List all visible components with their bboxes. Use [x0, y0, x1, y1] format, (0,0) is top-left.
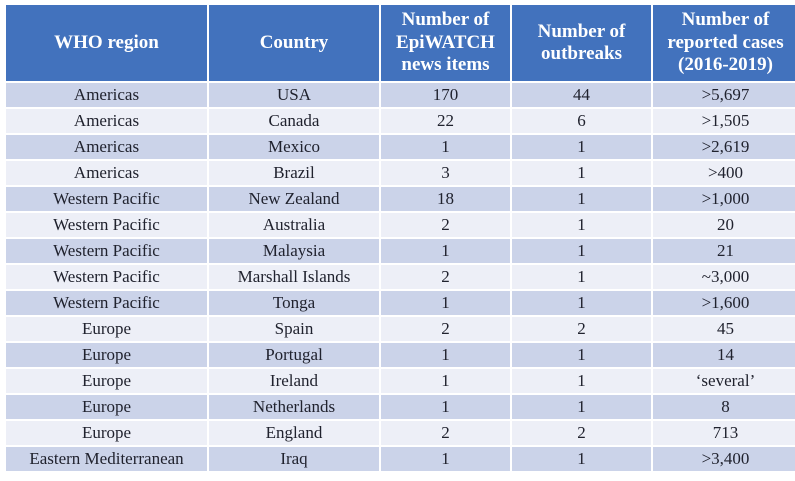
cell-outbreaks: 2	[512, 421, 651, 445]
cell-who-region: Europe	[6, 343, 207, 367]
cell-outbreaks: 1	[512, 343, 651, 367]
cell-outbreaks: 1	[512, 291, 651, 315]
cell-who-region: Western Pacific	[6, 187, 207, 211]
cell-who-region: Europe	[6, 369, 207, 393]
cell-news-items: 2	[381, 421, 510, 445]
cell-country: Canada	[209, 109, 379, 133]
cell-who-region: Western Pacific	[6, 213, 207, 237]
cell-country: Spain	[209, 317, 379, 341]
table-row: Eastern Mediterranean Iraq 1 1 >3,400	[6, 447, 795, 471]
cell-reported-cases: >1,000	[653, 187, 795, 211]
header-cell-news-items: Number of EpiWATCH news items	[381, 5, 510, 81]
cell-news-items: 1	[381, 343, 510, 367]
header-cell-outbreaks: Number of outbreaks	[512, 5, 651, 81]
table-row: Americas Mexico 1 1 >2,619	[6, 135, 795, 159]
table-row: Europe Portugal 1 1 14	[6, 343, 795, 367]
cell-who-region: Western Pacific	[6, 239, 207, 263]
cell-news-items: 170	[381, 83, 510, 107]
cell-country: New Zealand	[209, 187, 379, 211]
table-row: Europe Spain 2 2 45	[6, 317, 795, 341]
cell-who-region: Europe	[6, 395, 207, 419]
cell-reported-cases: 45	[653, 317, 795, 341]
header-cell-who-region: WHO region	[6, 5, 207, 81]
cell-reported-cases: >1,600	[653, 291, 795, 315]
cell-news-items: 1	[381, 135, 510, 159]
epiwatch-outbreak-table: WHO region Country Number of EpiWATCH ne…	[4, 3, 795, 473]
table-row: Americas Brazil 3 1 >400	[6, 161, 795, 185]
cell-who-region: Americas	[6, 161, 207, 185]
cell-country: USA	[209, 83, 379, 107]
cell-who-region: Eastern Mediterranean	[6, 447, 207, 471]
cell-who-region: Europe	[6, 317, 207, 341]
table-row: Western Pacific Malaysia 1 1 21	[6, 239, 795, 263]
table-row: Western Pacific Tonga 1 1 >1,600	[6, 291, 795, 315]
header-cell-country: Country	[209, 5, 379, 81]
cell-country: Malaysia	[209, 239, 379, 263]
cell-news-items: 18	[381, 187, 510, 211]
cell-outbreaks: 1	[512, 395, 651, 419]
cell-who-region: Western Pacific	[6, 265, 207, 289]
cell-outbreaks: 1	[512, 135, 651, 159]
cell-country: Mexico	[209, 135, 379, 159]
table-row: Western Pacific Marshall Islands 2 1 ~3,…	[6, 265, 795, 289]
cell-reported-cases: ‘several’	[653, 369, 795, 393]
cell-news-items: 1	[381, 239, 510, 263]
cell-outbreaks: 1	[512, 161, 651, 185]
cell-reported-cases: >400	[653, 161, 795, 185]
cell-news-items: 22	[381, 109, 510, 133]
cell-news-items: 2	[381, 317, 510, 341]
cell-reported-cases: 20	[653, 213, 795, 237]
cell-reported-cases: 8	[653, 395, 795, 419]
cell-country: Tonga	[209, 291, 379, 315]
cell-reported-cases: >5,697	[653, 83, 795, 107]
header-row: WHO region Country Number of EpiWATCH ne…	[6, 5, 795, 81]
cell-reported-cases: >3,400	[653, 447, 795, 471]
table-row: Western Pacific New Zealand 18 1 >1,000	[6, 187, 795, 211]
table-row: Europe Ireland 1 1 ‘several’	[6, 369, 795, 393]
cell-country: Iraq	[209, 447, 379, 471]
cell-outbreaks: 1	[512, 213, 651, 237]
cell-country: England	[209, 421, 379, 445]
cell-news-items: 1	[381, 291, 510, 315]
cell-who-region: Americas	[6, 83, 207, 107]
cell-news-items: 1	[381, 447, 510, 471]
header-cell-reported-cases: Number of reported cases (2016-2019)	[653, 5, 795, 81]
cell-news-items: 2	[381, 265, 510, 289]
cell-reported-cases: 21	[653, 239, 795, 263]
cell-reported-cases: >2,619	[653, 135, 795, 159]
cell-outbreaks: 1	[512, 239, 651, 263]
table-row: Europe Netherlands 1 1 8	[6, 395, 795, 419]
cell-reported-cases: 14	[653, 343, 795, 367]
cell-country: Marshall Islands	[209, 265, 379, 289]
cell-outbreaks: 1	[512, 265, 651, 289]
cell-news-items: 1	[381, 395, 510, 419]
cell-news-items: 1	[381, 369, 510, 393]
cell-who-region: Americas	[6, 109, 207, 133]
cell-outbreaks: 1	[512, 369, 651, 393]
cell-reported-cases: >1,505	[653, 109, 795, 133]
cell-country: Netherlands	[209, 395, 379, 419]
cell-outbreaks: 6	[512, 109, 651, 133]
cell-country: Portugal	[209, 343, 379, 367]
cell-news-items: 3	[381, 161, 510, 185]
cell-outbreaks: 44	[512, 83, 651, 107]
cell-outbreaks: 1	[512, 187, 651, 211]
table-row: Americas Canada 22 6 >1,505	[6, 109, 795, 133]
cell-country: Australia	[209, 213, 379, 237]
cell-country: Ireland	[209, 369, 379, 393]
table-row: Europe England 2 2 713	[6, 421, 795, 445]
cell-who-region: Europe	[6, 421, 207, 445]
cell-reported-cases: 713	[653, 421, 795, 445]
table-row: Americas USA 170 44 >5,697	[6, 83, 795, 107]
cell-news-items: 2	[381, 213, 510, 237]
table-row: Western Pacific Australia 2 1 20	[6, 213, 795, 237]
cell-outbreaks: 1	[512, 447, 651, 471]
cell-who-region: Americas	[6, 135, 207, 159]
cell-reported-cases: ~3,000	[653, 265, 795, 289]
cell-outbreaks: 2	[512, 317, 651, 341]
cell-who-region: Western Pacific	[6, 291, 207, 315]
cell-country: Brazil	[209, 161, 379, 185]
